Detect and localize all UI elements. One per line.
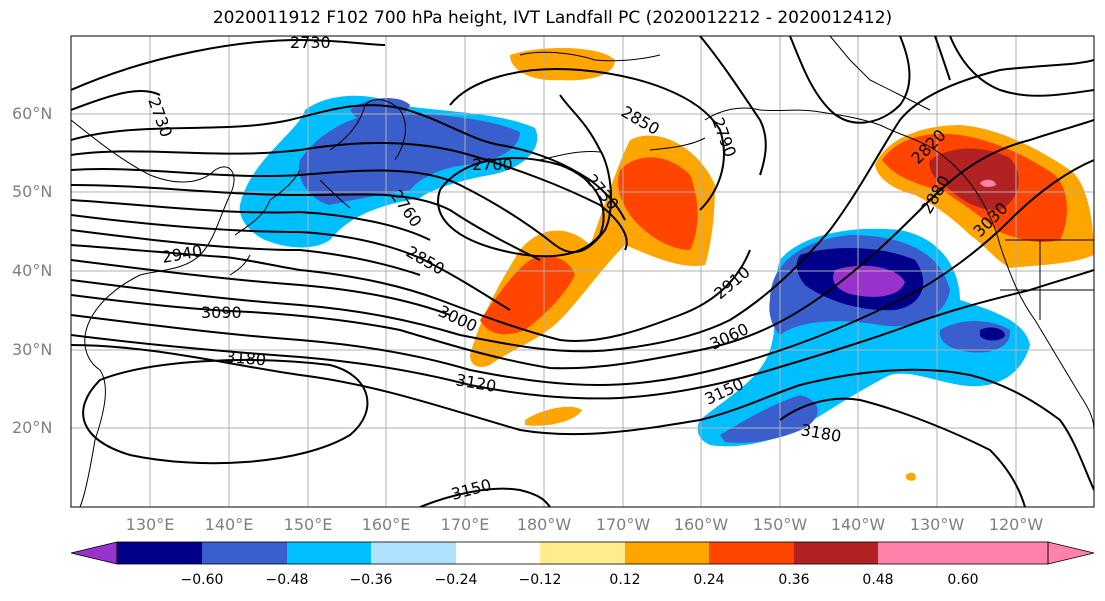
colorbar-tick: 0.24 (693, 572, 725, 588)
lon-label: 150°E (283, 515, 333, 534)
lon-label: 170°W (595, 515, 651, 534)
lon-label: 140°E (204, 515, 254, 534)
border-states (1000, 239, 1094, 320)
contour-label: 2700 (472, 155, 513, 174)
coast-japan (229, 169, 301, 276)
contour-label: 3090 (201, 303, 242, 322)
map-frame (70, 35, 1095, 508)
lon-label: 120°W (988, 515, 1044, 534)
colorbar-extend-high (1047, 541, 1095, 565)
coast-alaska (519, 51, 881, 126)
pos-shade-small (525, 406, 582, 426)
neg-shade-east-lower (720, 395, 818, 443)
colorbar-bin (625, 542, 709, 564)
pos-shade-bering (510, 48, 615, 81)
colorbar-tick: 0.60 (947, 572, 979, 588)
lon-label: 180°W (516, 515, 572, 534)
colorbar-tick: −0.36 (349, 572, 393, 588)
neg-shade-east-dot (980, 327, 1005, 341)
lat-label: 40°N (12, 261, 53, 280)
colorbar-bin (794, 542, 878, 564)
lon-label: 160°W (673, 515, 729, 534)
colorbar-bin (456, 542, 540, 564)
pos-shade-small2 (905, 472, 916, 481)
lon-label: 140°W (830, 515, 886, 534)
lat-label: 50°N (12, 182, 53, 201)
coastlines (71, 36, 1094, 507)
pos-shade-pnw-inner (929, 148, 1019, 211)
colorbar-bin (117, 542, 202, 564)
lon-label: 130°E (125, 515, 175, 534)
lon-label: 130°W (909, 515, 965, 534)
pos-shade-pnw-core (980, 179, 996, 188)
contour-label: 2730 (290, 33, 331, 52)
colorbar-tick: −0.60 (180, 572, 224, 588)
colorbar (70, 541, 1095, 565)
colorbar-bin (878, 542, 963, 564)
neg-shade-west-core (350, 98, 410, 123)
colorbar-bin (202, 542, 287, 564)
colorbar-tick: 0.12 (609, 572, 641, 588)
map-area: 2730 2730 2700 2850 2790 2730 2760 2850 … (71, 33, 1094, 507)
lon-label: 160°E (361, 515, 411, 534)
lat-label: 60°N (12, 104, 53, 123)
colorbar-bin (963, 542, 1048, 564)
pos-shade-gulf-inner (618, 157, 698, 250)
coast-aleutians (539, 137, 706, 161)
colorbar-tick: 0.48 (862, 572, 894, 588)
contour-label: 3180 (225, 347, 267, 369)
colorbar-bin (709, 542, 794, 564)
colorbar-tick: −0.24 (434, 572, 478, 588)
coast-canada (829, 36, 931, 111)
coast-kamchatka (329, 99, 406, 161)
colorbar-bin (371, 542, 456, 564)
map-title: 2020011912 F102 700 hPa height, IVT Land… (212, 8, 893, 28)
ivt-shading (239, 48, 1094, 481)
contour-low-loop (437, 157, 605, 258)
colorbar-extend-low (70, 541, 118, 565)
height-contours (71, 36, 1094, 507)
coast-bc (879, 124, 1094, 431)
lat-label: 30°N (12, 340, 53, 359)
colorbar-tick: −0.48 (265, 572, 309, 588)
lon-label: 170°E (440, 515, 490, 534)
lat-label: 20°N (12, 418, 53, 437)
colorbar-bin (287, 542, 371, 564)
colorbar-tick: −0.12 (518, 572, 562, 588)
colorbar-tick: 0.36 (778, 572, 810, 588)
coast-asia (71, 119, 235, 507)
pos-shade-central-inner (480, 255, 575, 335)
lon-label: 150°W (752, 515, 808, 534)
contour-3180-cell (82, 359, 369, 465)
colorbar-bin (540, 542, 625, 564)
